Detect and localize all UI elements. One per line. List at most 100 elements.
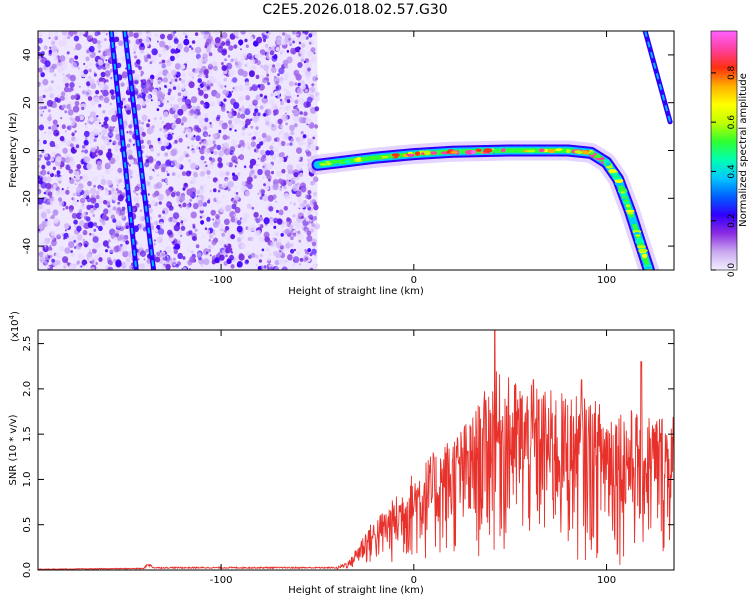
right-streak-inner [644, 31, 672, 123]
snr-ytick-label: 1.0 [22, 471, 33, 487]
signal-hotspot [547, 148, 556, 154]
colorbar [710, 30, 738, 271]
signal-hotspot [608, 169, 617, 173]
snr-multiplier-base: (x10 [10, 319, 21, 342]
svg-text:(x104): (x104) [8, 311, 21, 342]
signal-hotspot [641, 257, 650, 261]
spectrogram-ytick-label: 20 [22, 96, 33, 109]
spectrogram-ytick-label: 40 [22, 49, 33, 62]
signal-hotspot [631, 221, 637, 225]
snr-xtick-label: 0 [411, 575, 417, 586]
snr-series-line [38, 330, 674, 570]
snr-ytick-label: 1.5 [22, 426, 33, 442]
signal-hotspot [606, 165, 613, 169]
colorbar-label: Normalized spectral amplitude [738, 73, 749, 227]
snr-ytick-label: 0.0 [22, 562, 33, 578]
signal-hotspot [327, 162, 331, 166]
signal-hotspot [424, 150, 431, 155]
spectrogram-panel: -100 0 100 -40 -20 0 20 40 Height of straight l… [8, 30, 749, 297]
signal-hotspot [593, 155, 603, 159]
snr-xlabel: Height of straight line (km) [288, 585, 424, 596]
signal-hotspot [623, 199, 629, 203]
signal-hotspot [402, 154, 408, 157]
signal-hotspot [634, 231, 640, 235]
figure-title: C2E5.2026.018.02.57.G30 [262, 2, 447, 18]
snr-panel: -100 0 100 0.0 0.5 1.0 1.5 2.0 2.5 Height of str… [8, 311, 675, 596]
signal-hotspot [641, 253, 648, 259]
signal-hotspot [500, 148, 506, 153]
signal-hotspot [637, 245, 646, 249]
signal-hotspot [560, 149, 567, 153]
spectrogram-ylabel: Frequency (Hz) [8, 112, 19, 188]
signal-hotspot [606, 162, 611, 166]
signal-hotspot [517, 148, 525, 152]
snr-xtick-label: 100 [597, 575, 616, 586]
snr-ytick-label: 2.0 [22, 381, 33, 397]
signal-hotspot [625, 204, 631, 208]
spectrogram-xtick-label: 0 [411, 275, 417, 286]
snr-multiplier: (x104) [8, 311, 21, 342]
signal-hotspot [635, 239, 645, 244]
signal-hotspot [626, 211, 634, 215]
spectrogram-ticks: -100 0 100 -40 -20 0 20 40 [22, 31, 674, 286]
signal-hotspot [330, 159, 340, 164]
signal-hotspot [635, 233, 641, 237]
signal-hotspot [375, 155, 383, 160]
signal-hotspot [612, 172, 618, 177]
signal-hotspot [320, 163, 328, 166]
spectrogram-xlabel: Height of straight line (km) [288, 286, 424, 297]
signal-hotspot [638, 248, 648, 253]
signal-hotspot [483, 148, 493, 153]
snr-ytick-label: 0.5 [22, 517, 33, 533]
snr-ylabel: SNR (10 * v/v) [8, 414, 19, 485]
signal-hotspot [619, 186, 624, 190]
signal-hotspot [625, 209, 635, 213]
signal-hotspot [643, 260, 650, 264]
signal-hotspot [356, 157, 361, 161]
signal-hotspot [566, 149, 571, 154]
colorbar-tick-label: 0.6 [727, 115, 737, 130]
spectrogram-ytick-label: -40 [22, 238, 33, 254]
signal-hotspot [344, 159, 351, 164]
signal-hotspot [621, 193, 627, 197]
snr-frame [37, 329, 675, 571]
colorbar-tick-label: 0.4 [727, 164, 737, 179]
snr-multiplier-exp: 4 [8, 314, 16, 319]
snr-ticks: -100 0 100 0.0 0.5 1.0 1.5 2.0 2.5 [22, 330, 674, 586]
spectrogram-tracks [108, 31, 673, 270]
signal-hotspot [475, 148, 482, 152]
signal-hotspot [391, 153, 400, 157]
signal-hotspot [492, 149, 502, 152]
spectrogram-ytick-label: 0 [22, 147, 33, 153]
signal-hotspot [363, 156, 370, 161]
signal-hotspot [644, 266, 652, 270]
spectrogram-noise [38, 31, 321, 270]
left-streak-2-inner [110, 31, 138, 270]
colorbar-tick-label: 0.8 [727, 65, 737, 80]
left-streak-1-inner [123, 31, 155, 270]
signal-hotspot [589, 152, 594, 155]
signal-hotspot [450, 151, 458, 154]
snr-xtick-label: -100 [210, 575, 233, 586]
spectrogram-xtick-label: 100 [597, 275, 616, 286]
colorbar-tick-label: 0.0 [727, 263, 737, 278]
spectrogram-xtick-label: -100 [210, 275, 233, 286]
signal-hotspot [614, 178, 624, 183]
signal-hotspot [581, 150, 589, 155]
signal-hotspot [406, 153, 415, 157]
signal-hotspot [630, 217, 635, 221]
signal-hotspot [381, 155, 389, 159]
colorbar-ticks: 0.0 0.2 0.4 0.6 0.8 [711, 65, 737, 277]
snr-multiplier-close: ) [10, 311, 21, 315]
signal-hotspot [612, 177, 622, 180]
signal-hotspot [574, 150, 582, 154]
signal-hotspot [471, 150, 476, 155]
colorbar-tick-label: 0.2 [727, 214, 737, 228]
signal-hotspot [430, 151, 438, 155]
spectrogram-ytick-label: -20 [22, 190, 33, 206]
signal-hotspot [526, 149, 536, 153]
signal-hotspot [538, 148, 545, 153]
signal-hotspot [415, 151, 421, 156]
snr-ytick-label: 2.5 [22, 336, 33, 352]
